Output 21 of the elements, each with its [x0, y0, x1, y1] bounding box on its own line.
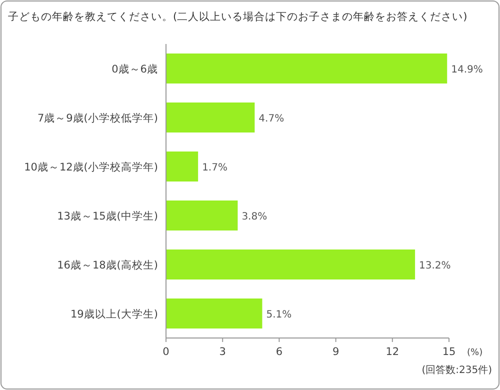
data-label: 13.2% — [419, 260, 451, 272]
x-axis-title: (%) — [467, 348, 483, 358]
x-tick-label: 6 — [276, 346, 283, 358]
y-tick-label: 7歳～9歳(小学校低学年) — [37, 112, 158, 124]
y-tick-label: 13歳～15歳(中学生) — [57, 210, 158, 222]
y-tick-label: 16歳～18歳(高校生) — [57, 258, 158, 272]
data-label: 4.7% — [258, 114, 284, 124]
data-label: 14.9% — [451, 64, 483, 76]
y-tick-label: 10歳～12歳(小学校高学年) — [24, 160, 158, 174]
x-tick-label: 12 — [386, 346, 400, 358]
x-tick-label: 0 — [162, 346, 170, 358]
chart-title: 子どもの年齢を教えてください。(二人以上いる場合は下のお子さまの年齢をお答えください) — [8, 10, 468, 23]
x-tick-label: 15 — [442, 346, 456, 358]
data-label: 3.8% — [242, 212, 268, 222]
data-label: 1.7% — [202, 162, 228, 174]
x-tick-label: 9 — [332, 346, 340, 358]
x-tick-label: 3 — [219, 346, 226, 358]
text: (回答数:235件) — [422, 364, 492, 376]
y-tick-label: 19歳以上(大学生) — [70, 308, 158, 320]
data-label: 5.1% — [266, 310, 292, 320]
y-tick-label: 0歳～6歳 — [112, 62, 158, 76]
